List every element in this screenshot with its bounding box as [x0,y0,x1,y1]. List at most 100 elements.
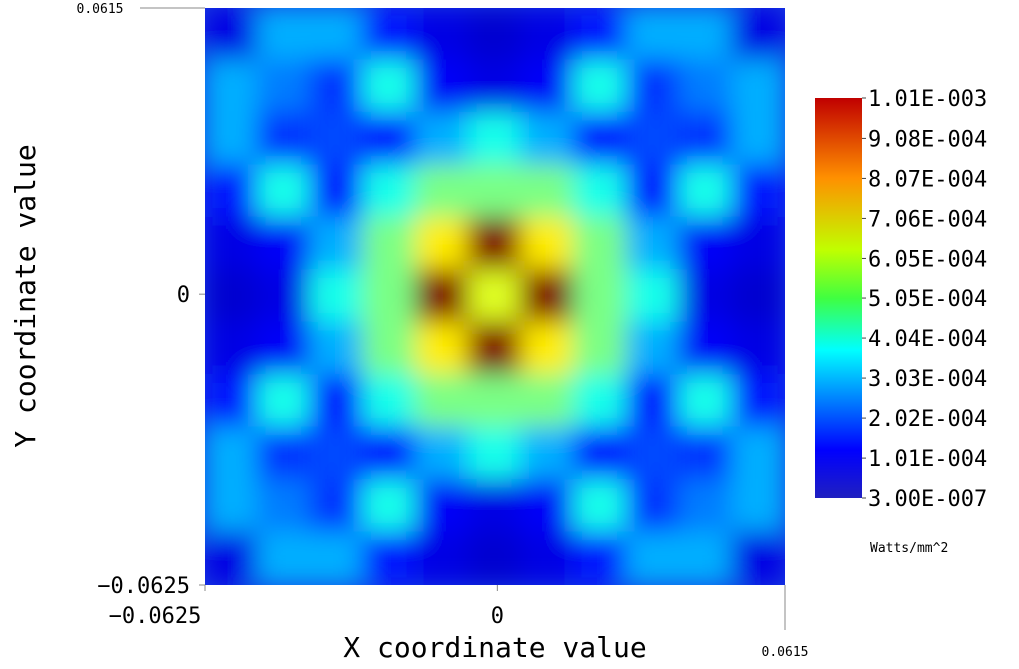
y-tick-label: 0.0615 [77,2,124,17]
heatmap-cell [414,8,470,62]
heatmap-cell [256,59,312,114]
heatmap-cell [678,426,734,482]
heatmap-cell [362,111,417,167]
heatmap-cell [467,479,523,534]
heatmap-cell [309,479,365,534]
colorbar-label: Watts/mm^2 [870,541,948,556]
heatmap-cell [256,269,312,324]
heatmap-cell [309,374,365,429]
heatmap-cell [520,164,576,219]
heatmap-cell [731,59,785,114]
heatmap-cell [205,269,259,324]
heatmap-cell [467,59,523,114]
heatmap-cell [362,531,417,585]
heatmap-cell [678,111,734,167]
heatmap-cell [309,8,365,62]
heatmap-cell [414,164,470,219]
heatmap-cell [573,216,628,272]
heatmap-cell [731,216,785,272]
heatmap-cell [573,426,628,482]
heatmap-cell [309,111,365,167]
heatmap-cell [467,321,523,377]
heatmap-cell [625,531,681,585]
heatmap-cell [678,59,734,114]
heatmap-cell [414,321,470,377]
colorbar-tick-label: 3.03E-004 [868,367,987,392]
heatmap-cell [205,8,259,62]
heatmap-cell [414,269,470,324]
colorbar-tick-label: 8.07E-004 [868,167,987,192]
heatmap-cell [467,164,523,219]
heatmap-cell [362,269,417,324]
colorbar [815,98,862,498]
heatmap-cell [467,374,523,429]
axes: −0.0625 0 0.0615 −0.0625 0 0.0615 3.00E-007 1.0… [77,2,988,660]
heatmap-cell [625,479,681,534]
heatmap-cell [573,479,628,534]
heatmap-cell [467,216,523,272]
heatmap-cell [731,531,785,585]
heatmap-cell [731,479,785,534]
heatmap-cell [625,321,681,377]
heatmap-cell [205,426,259,482]
heatmap-cell [309,426,365,482]
x-tick-label: 0.0615 [762,645,809,660]
heatmap-cell [467,8,523,62]
y-tick-label: −0.0625 [97,574,190,599]
plot-area [205,8,785,585]
heatmap-cell [256,374,312,429]
heatmap-cell [573,111,628,167]
heatmap-cell [678,216,734,272]
heatmap-cell [467,426,523,482]
x-tick-label: −0.0625 [109,604,202,629]
heatmap-cell [520,59,576,114]
heatmap-cell [678,321,734,377]
heatmap-cell [678,531,734,585]
heatmap-cell [362,374,417,429]
heatmap-cell [731,8,785,62]
heatmap-cell [731,111,785,167]
heatmap [205,8,785,585]
heatmap-cell [520,479,576,534]
heatmap-cell [309,269,365,324]
heatmap-cell [414,374,470,429]
heatmap-cell [362,8,417,62]
heatmap-cell [467,111,523,167]
heatmap-cell [678,479,734,534]
heatmap-cell [625,374,681,429]
heatmap-cell [256,479,312,534]
heatmap-cell [256,216,312,272]
heatmap-cell [414,479,470,534]
colorbar-tick-label: 4.04E-004 [868,327,987,352]
heatmap-cell [678,269,734,324]
heatmap-cell [205,531,259,585]
heatmap-cell [731,426,785,482]
colorbar-tick-label: 9.08E-004 [868,127,987,152]
heatmap-cell [731,374,785,429]
heatmap-cell [205,59,259,114]
heatmap-cell [467,269,523,324]
heatmap-cell [256,321,312,377]
heatmap-cell [205,479,259,534]
heatmap-cell [205,321,259,377]
heatmap-cell [520,426,576,482]
heatmap-cell [309,216,365,272]
heatmap-cell [414,426,470,482]
x-tick-label: 0 [491,604,504,629]
heatmap-cell [362,321,417,377]
heatmap-cell [362,426,417,482]
heatmap-cell [414,59,470,114]
heatmap-cell [731,164,785,219]
y-tick-label: 0 [177,283,190,308]
heatmap-cell [205,164,259,219]
colorbar-tick-label: 7.06E-004 [868,207,987,232]
heatmap-cell [520,269,576,324]
colorbar-tick-label: 1.01E-003 [868,87,987,112]
heatmap-cell [256,164,312,219]
heatmap-cell [309,59,365,114]
heatmap-cell [625,8,681,62]
heatmap-cell [256,531,312,585]
heatmap-cell [205,216,259,272]
heatmap-cell [309,321,365,377]
